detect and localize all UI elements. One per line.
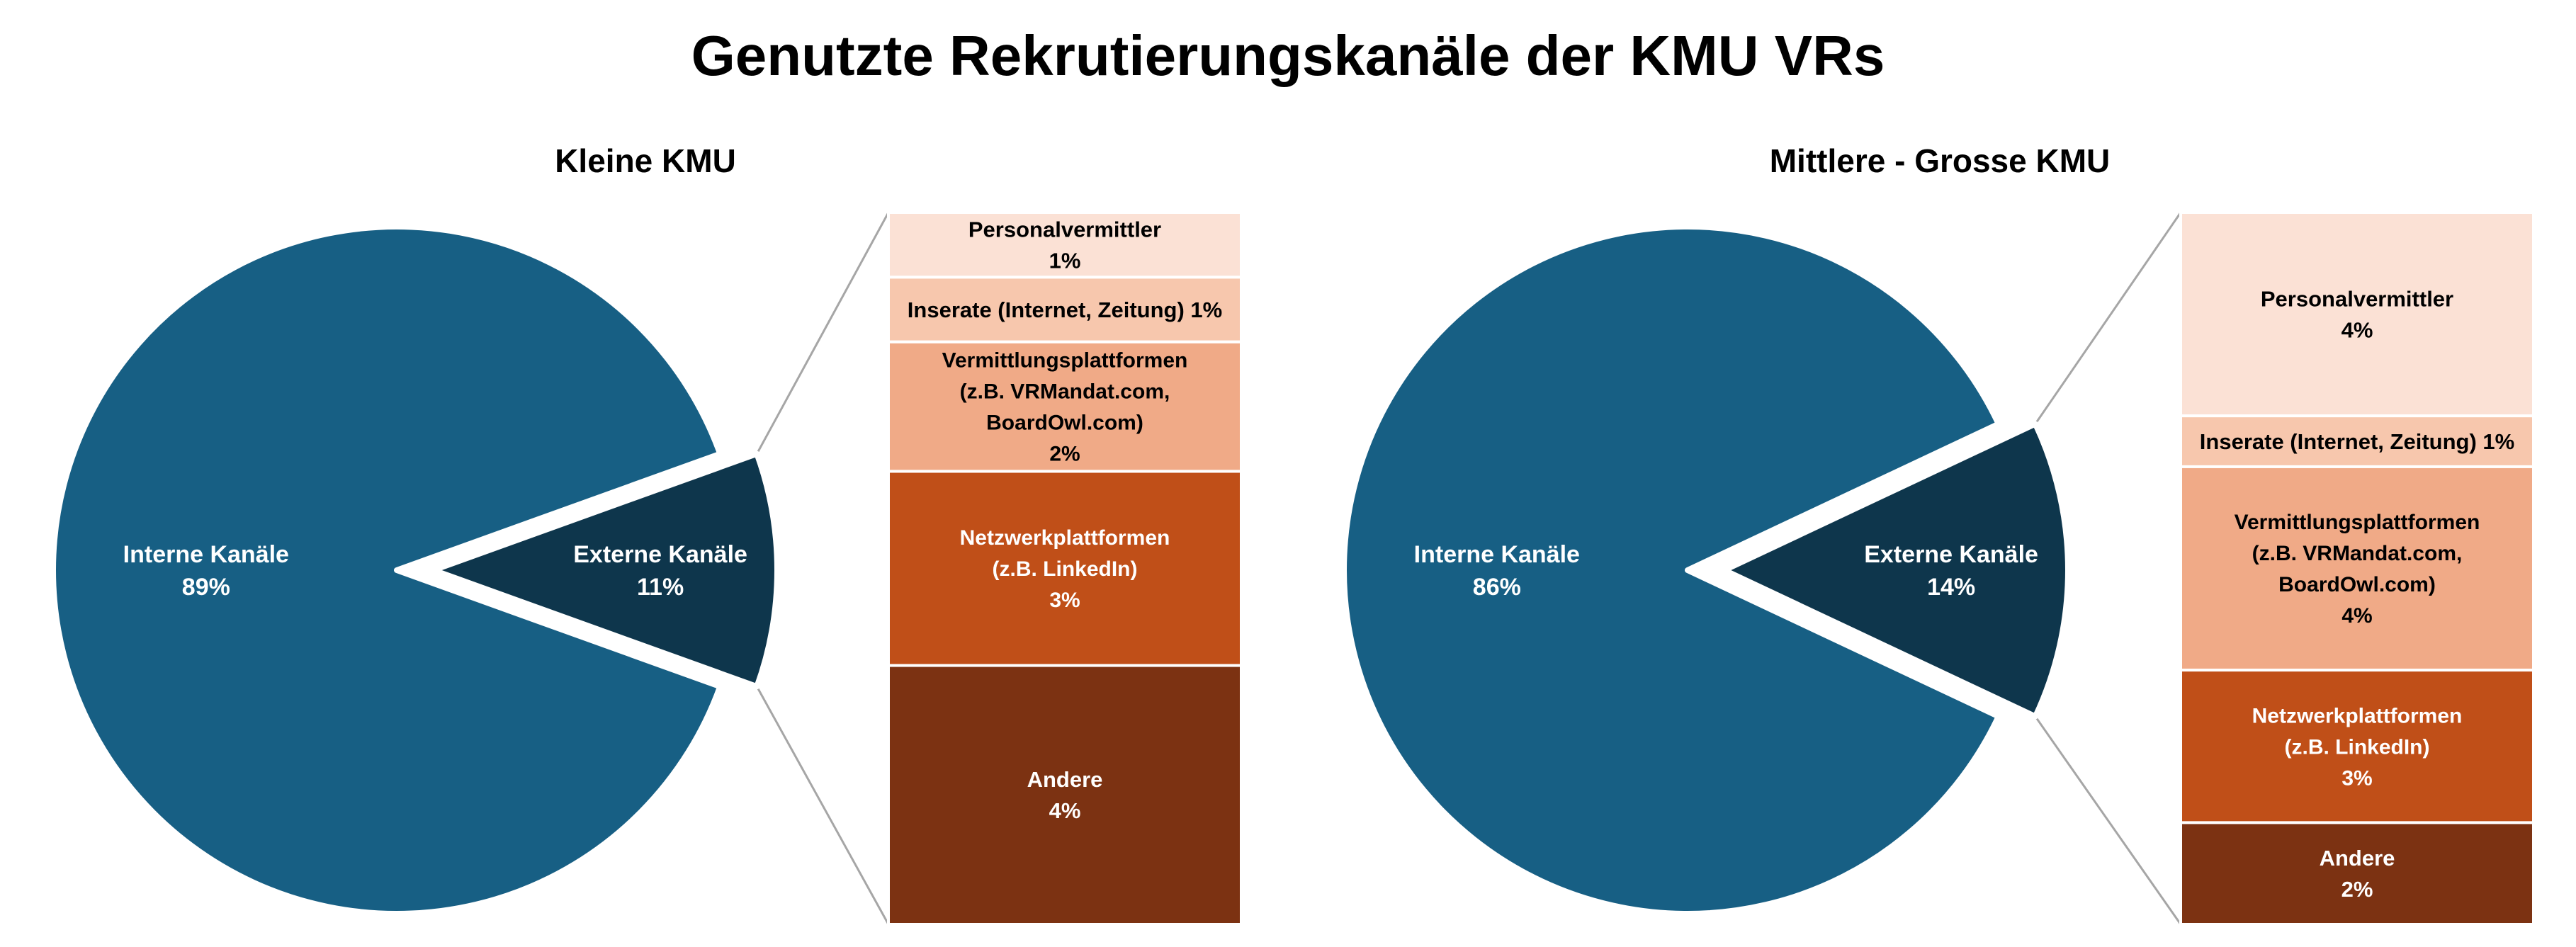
bar-label-vermittlungsplattformen: Vermittlungsplattformen (z.B. VRMandat.co… bbox=[2235, 511, 2480, 628]
pie-slice-interne-kanaele bbox=[50, 224, 723, 917]
slice-label-interne-value_label: 86% bbox=[1473, 574, 1521, 601]
bar-label-personalvermittler: Personalvermittler 1% bbox=[968, 217, 1161, 273]
chart-title: Genutzte Rekrutierungskanäle der KMU VRs bbox=[691, 24, 1885, 87]
bar-label-netzwerkplattformen: Netzwerkplattformen (z.B. LinkedIn) 3% bbox=[960, 526, 1170, 612]
bar-label-netzwerkplattformen-line: (z.B. LinkedIn) bbox=[2285, 735, 2430, 759]
bar-label-vermittlungsplattformen-line: Vermittlungsplattformen bbox=[2235, 511, 2480, 534]
slice-label-interne: Interne Kanäle 89% bbox=[123, 541, 289, 601]
bar-label-vermittlungsplattformen: Vermittlungsplattformen (z.B. VRMandat.co… bbox=[942, 349, 1188, 466]
pie-of-bar-chart-mittlere-grosse-kmu: Mittlere - Grosse KMU Interne Kanäle 86% E… bbox=[1341, 142, 2535, 926]
pie-slice-interne-kanaele bbox=[1341, 224, 2001, 917]
bar-label-netzwerkplattformen: Netzwerkplattformen (z.B. LinkedIn) 3% bbox=[2252, 704, 2463, 790]
bar-label-netzwerkplattformen-line: Netzwerkplattformen bbox=[960, 526, 1170, 550]
bar-segment-vermittlungsplattformen bbox=[887, 340, 1243, 473]
connector-line-bottom bbox=[756, 686, 890, 925]
bar-label-inserate: Inserate (Internet, Zeitung) 1% bbox=[2200, 429, 2514, 454]
slice-label-externe-label: Externe Kanäle bbox=[1864, 541, 2038, 568]
bar-label-vermittlungsplattformen-line: 2% bbox=[1049, 443, 1080, 466]
bar-label-inserate-line: Inserate (Internet, Zeitung) 1% bbox=[908, 297, 1222, 322]
bar-label-andere-line: Andere bbox=[1027, 767, 1103, 792]
connector-line-bottom bbox=[2034, 715, 2182, 925]
bar-label-vermittlungsplattformen-line: BoardOwl.com) bbox=[2278, 573, 2436, 596]
bar-label-personalvermittler: Personalvermittler 4% bbox=[2261, 286, 2453, 342]
slice-label-interne-label: Interne Kanäle bbox=[123, 541, 289, 568]
connector-line-top bbox=[756, 212, 890, 455]
bar-label-andere-line: 4% bbox=[1049, 798, 1081, 823]
bar-label-andere-line: Andere bbox=[2320, 846, 2395, 871]
bar-label-personalvermittler-line: 1% bbox=[1049, 249, 1081, 273]
bar-label-netzwerkplattformen-line: Netzwerkplattformen bbox=[2252, 704, 2463, 727]
bar-label-andere: Andere 2% bbox=[2320, 846, 2395, 902]
bar-label-vermittlungsplattformen-line: BoardOwl.com) bbox=[986, 412, 1143, 435]
slice-label-externe-value_label: 14% bbox=[1927, 574, 1975, 601]
bar-label-personalvermittler-line: Personalvermittler bbox=[968, 217, 1161, 242]
slice-label-externe-label: Externe Kanäle bbox=[573, 541, 747, 568]
bar-segment-andere bbox=[2179, 821, 2535, 926]
chart-subtitle: Mittlere - Grosse KMU bbox=[1770, 142, 2111, 179]
bar-segment-netzwerkplattformen bbox=[887, 470, 1243, 667]
bar-segment-vermittlungsplattformen bbox=[2179, 465, 2535, 672]
bar-label-inserate: Inserate (Internet, Zeitung) 1% bbox=[908, 297, 1222, 322]
bar-label-andere: Andere 4% bbox=[1027, 767, 1103, 823]
bar-label-netzwerkplattformen-line: 3% bbox=[1049, 589, 1080, 612]
bar-segment-inserate bbox=[887, 276, 1243, 344]
bar-label-vermittlungsplattformen-line: (z.B. VRMandat.com, bbox=[960, 380, 1170, 404]
bar-label-inserate-line: Inserate (Internet, Zeitung) 1% bbox=[2200, 429, 2514, 454]
slice-label-interne-label: Interne Kanäle bbox=[1414, 541, 1580, 568]
chart-subtitle: Kleine KMU bbox=[555, 142, 736, 179]
slice-label-externe: Externe Kanäle 11% bbox=[573, 541, 747, 601]
pie-slice-externe-kanaele bbox=[431, 450, 780, 690]
bar-label-netzwerkplattformen-line: 3% bbox=[2341, 766, 2372, 790]
slice-label-externe: Externe Kanäle 14% bbox=[1864, 541, 2038, 601]
pie-of-bar-chart-kleine-kmu: Kleine KMU Interne Kanäle 89% Externe Kanä… bbox=[50, 142, 1243, 926]
bar-label-netzwerkplattformen-line: (z.B. LinkedIn) bbox=[993, 557, 1138, 581]
bar-label-vermittlungsplattformen-line: (z.B. VRMandat.com, bbox=[2252, 542, 2463, 565]
bar-label-personalvermittler-line: 4% bbox=[2341, 317, 2373, 342]
bar-segment-personalvermittler bbox=[2179, 211, 2535, 418]
connector-line-top bbox=[2034, 212, 2182, 425]
slice-label-interne: Interne Kanäle 86% bbox=[1414, 541, 1580, 601]
slice-label-interne-value_label: 89% bbox=[182, 574, 230, 601]
bar-label-andere-line: 2% bbox=[2341, 877, 2373, 902]
bar-label-vermittlungsplattformen-line: Vermittlungsplattformen bbox=[942, 349, 1188, 373]
slice-label-externe-value_label: 11% bbox=[637, 574, 684, 601]
bar-label-personalvermittler-line: Personalvermittler bbox=[2261, 286, 2453, 311]
pie-slice-externe-kanaele bbox=[1722, 421, 2071, 720]
bar-segment-andere bbox=[887, 664, 1243, 926]
bar-label-vermittlungsplattformen-line: 4% bbox=[2341, 604, 2372, 628]
